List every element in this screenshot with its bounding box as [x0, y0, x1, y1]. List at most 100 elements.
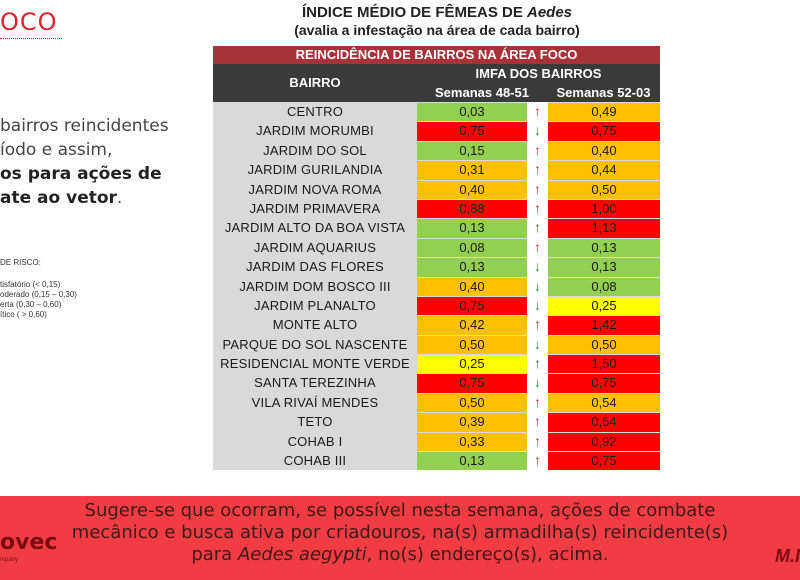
bairro-name: CENTRO	[286, 104, 344, 119]
imfa-weeks-52-03: 0,92	[548, 432, 660, 452]
header-weeks-48-51: Semanas 48-51	[435, 85, 529, 100]
table-banner: REINCIDÊNCIA DE BAIRROS NA ÁREA FOCO	[213, 46, 660, 64]
bairro-name: RESIDENCIAL MONTE VERDE	[220, 356, 410, 372]
table-row: COHAB III 0,13 ↑ 0,75	[213, 451, 660, 471]
imfa-weeks-48-51: 0,39	[417, 413, 527, 432]
recurrence-table: REINCIDÊNCIA DE BAIRROS NA ÁREA FOCO BAI…	[213, 46, 660, 471]
arrow-up-icon: ↑	[527, 179, 548, 199]
bairro-name: JARDIM ALTO DA BOA VISTA	[224, 220, 406, 236]
imfa-weeks-48-51: 0,40	[417, 180, 527, 199]
arrow-down-icon: ↓	[527, 257, 548, 277]
side-line-4: ate ao vetor.	[0, 188, 123, 208]
bairro-name: JARDIM DOM BOSCO III	[239, 278, 391, 294]
imfa-weeks-48-51: 0,03	[417, 103, 527, 122]
table-row: COHAB I 0,33 ↑ 0,92	[213, 431, 660, 452]
table-row: CENTRO 0,03 ↑ 0,49	[213, 102, 660, 122]
arrow-down-icon: ↓	[527, 295, 548, 316]
table-row: JARDIM GURILANDIA 0,31 ↑ 0,44	[213, 160, 660, 180]
bairro-name: COHAB I	[287, 433, 343, 449]
imfa-weeks-48-51: 0,13	[417, 219, 527, 238]
arrow-up-icon: ↑	[527, 218, 548, 238]
side-line-3: os para ações de	[0, 164, 162, 184]
arrow-up-icon: ↑	[527, 140, 548, 161]
table-row: PARQUE DO SOL NASCENTE 0,50 ↓ 0,50	[213, 334, 660, 355]
imfa-weeks-52-03: 0,75	[548, 452, 660, 471]
imfa-weeks-52-03: 0,40	[548, 141, 660, 161]
arrow-up-icon: ↑	[527, 412, 548, 432]
imfa-weeks-48-51: 0,40	[417, 277, 527, 296]
bairro-name: JARDIM NOVA ROMA	[248, 181, 382, 197]
header-weeks-52-03: Semanas 52-03	[556, 85, 651, 100]
imfa-weeks-52-03: 0,13	[548, 238, 660, 258]
bairro-name: JARDIM DO SOL	[263, 142, 367, 158]
imfa-weeks-52-03: 1,00	[548, 199, 660, 219]
footer-banner: Sugere-se que ocorram, se possível nesta…	[0, 496, 800, 580]
arrow-up-icon: ↑	[527, 237, 548, 258]
imfa-weeks-48-51: 0,31	[417, 161, 527, 180]
brand-logo-right: M.I	[775, 546, 800, 566]
footer-line-1: Sugere-se que ocorram, se possível nesta…	[84, 500, 716, 521]
bairro-name: JARDIM AQUARIUS	[253, 239, 377, 255]
side-line-2: íodo e assim,	[0, 140, 113, 160]
imfa-weeks-52-03: 0,49	[548, 103, 660, 122]
imfa-weeks-48-51: 0,42	[417, 316, 527, 335]
imfa-weeks-48-51: 0,15	[417, 141, 527, 161]
brand-logo-bottom-sub: mpany	[0, 557, 19, 563]
table-row: MONTE ALTO 0,42 ↑ 1,42	[213, 315, 660, 335]
table-row: JARDIM PRIMAVERA 0,88 ↑ 1,00	[213, 198, 660, 219]
risk-legend-item: oderado (0,15 – 0,30)	[0, 290, 77, 299]
imfa-weeks-48-51: 0,75	[417, 374, 527, 393]
side-line-1: bairros reincidentes	[0, 116, 169, 136]
table-row: JARDIM MORUMBI 0,75 ↓ 0,75	[213, 121, 660, 141]
imfa-weeks-48-51: 0,13	[417, 452, 527, 471]
logo-divider	[0, 38, 62, 39]
table-row: JARDIM DAS FLORES 0,13 ↓ 0,13	[213, 257, 660, 277]
imfa-weeks-48-51: 0,50	[417, 393, 527, 413]
imfa-weeks-48-51: 0,13	[417, 258, 527, 277]
imfa-weeks-52-03: 1,50	[548, 355, 660, 374]
table-header: BAIRRO IMFA DOS BAIRROS Semanas 48-51 Se…	[213, 64, 660, 102]
bairro-name: SANTA TEREZINHA	[254, 375, 376, 391]
imfa-weeks-52-03: 0,64	[548, 413, 660, 432]
imfa-weeks-48-51: 0,33	[417, 432, 527, 452]
imfa-weeks-48-51: 0,50	[417, 335, 527, 355]
bairro-name: JARDIM PRIMAVERA	[249, 200, 381, 216]
page-title: ÍNDICE MÉDIO DE FÊMEAS DE Aedes	[301, 4, 573, 21]
footer-line-2: mecânico e busca ativa por criadouros, n…	[71, 522, 729, 543]
arrow-down-icon: ↓	[527, 121, 548, 141]
arrow-up-icon: ↑	[527, 160, 548, 180]
arrow-up-icon: ↑	[527, 315, 548, 335]
bairro-name: MONTE ALTO	[272, 317, 358, 333]
imfa-weeks-52-03: 0,54	[548, 393, 660, 413]
bairro-name: VILA RIVAÍ MENDES	[251, 394, 379, 410]
table-row: JARDIM PLANALTO 0,75 ↓ 0,25	[213, 295, 660, 316]
risk-legend-item: tisfatório (< 0,15)	[0, 280, 61, 289]
page-subtitle: (avalia a infestação na área de cada bai…	[294, 22, 580, 38]
bairro-name: COHAB III	[283, 453, 347, 469]
header-imfa: IMFA DOS BAIRROS	[475, 66, 602, 81]
imfa-weeks-52-03: 0,44	[548, 161, 660, 180]
risk-legend-title: DE RISCO:	[0, 258, 41, 267]
arrow-up-icon: ↑	[527, 354, 548, 374]
bairro-name: JARDIM MORUMBI	[256, 123, 374, 139]
imfa-weeks-52-03: 0,08	[548, 277, 660, 296]
imfa-weeks-52-03: 1,13	[548, 219, 660, 238]
table-row: SANTA TEREZINHA 0,75 ↓ 0,75	[213, 373, 660, 393]
imfa-weeks-48-51: 0,88	[417, 199, 527, 219]
table-row: JARDIM NOVA ROMA 0,40 ↑ 0,50	[213, 179, 660, 199]
arrow-up-icon: ↑	[527, 102, 548, 122]
arrow-down-icon: ↓	[527, 334, 548, 355]
risk-legend: DE RISCO: tisfatório (< 0,15) oderado (0…	[0, 258, 77, 320]
imfa-weeks-52-03: 0,50	[548, 180, 660, 199]
imfa-weeks-52-03: 0,75	[548, 122, 660, 141]
arrow-up-icon: ↑	[527, 392, 548, 413]
arrow-up-icon: ↑	[527, 198, 548, 219]
table-row: TETO 0,39 ↑ 0,64	[213, 412, 660, 432]
arrow-down-icon: ↓	[527, 276, 548, 296]
table-row: VILA RIVAÍ MENDES 0,50 ↑ 0,54	[213, 392, 660, 413]
side-description: bairros reincidentes íodo e assim, os pa…	[0, 114, 169, 210]
table-row: JARDIM ALTO DA BOA VISTA 0,13 ↑ 1,13	[213, 218, 660, 238]
brand-logo-bottom: ovec	[0, 530, 58, 555]
bairro-name: TETO	[297, 414, 333, 430]
imfa-weeks-48-51: 0,75	[417, 122, 527, 141]
